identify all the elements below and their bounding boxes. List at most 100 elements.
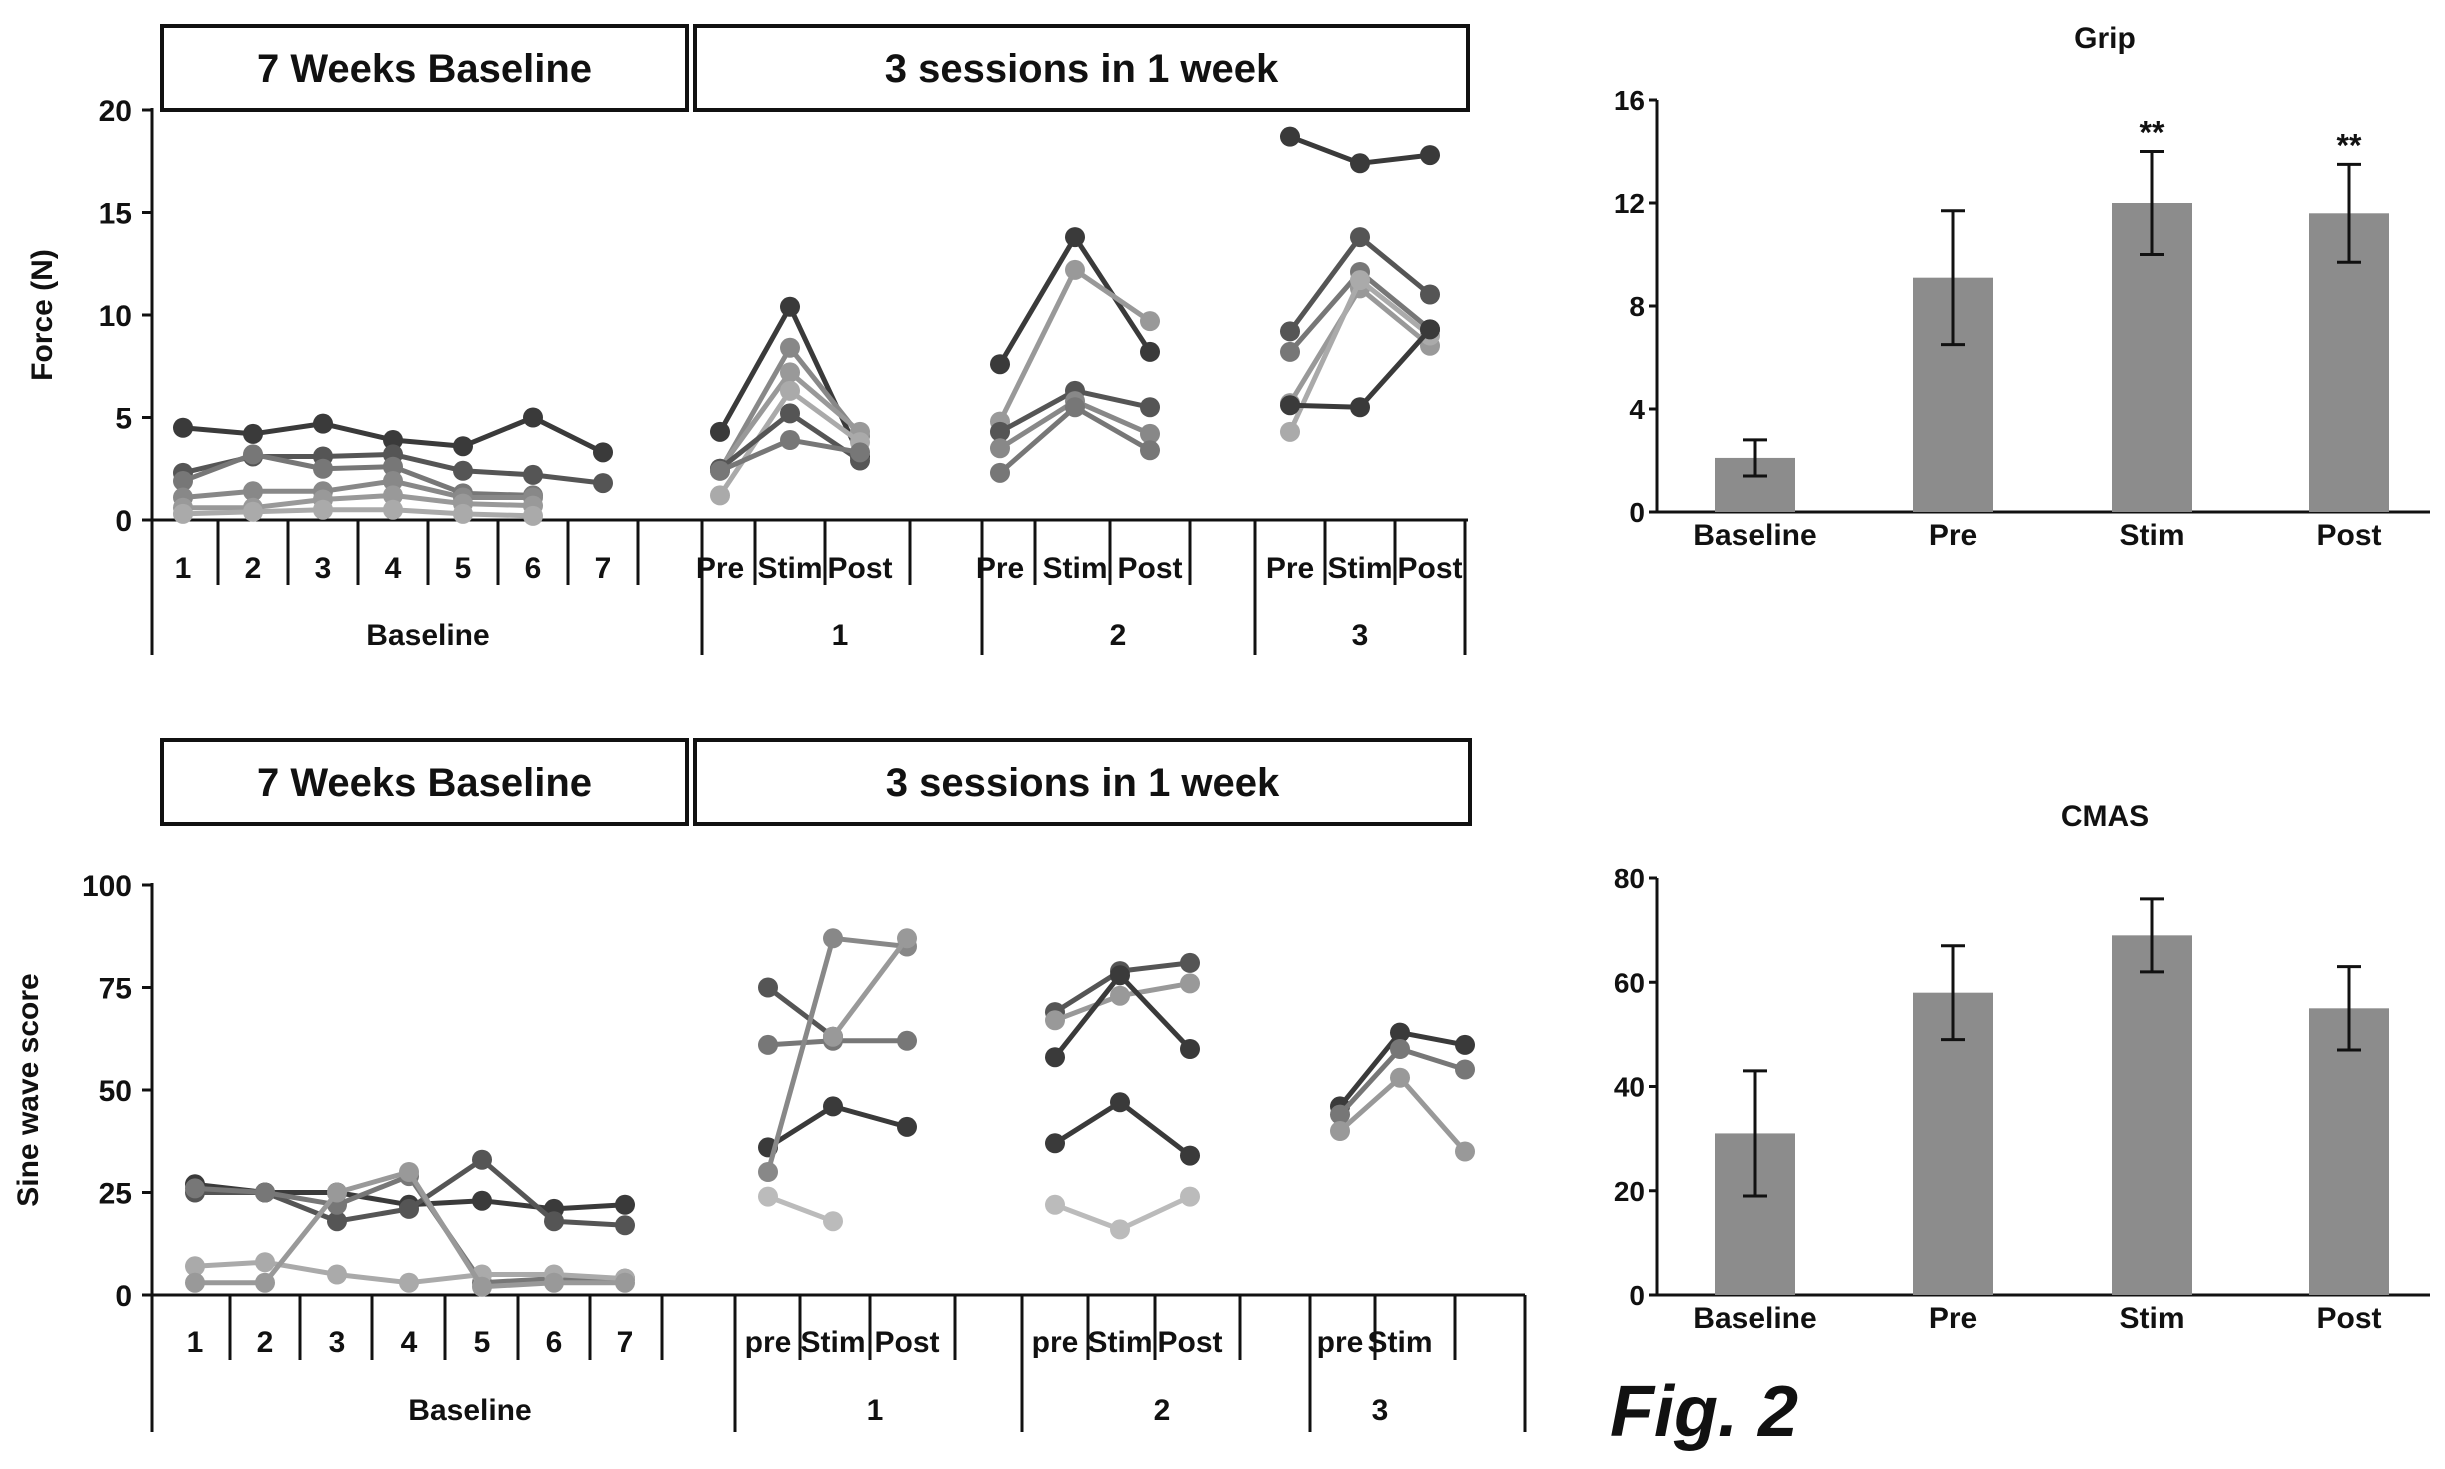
baseline-series-point (327, 1182, 347, 1203)
session-series-point (1455, 1034, 1475, 1055)
session-series-segment (718, 411, 792, 471)
y-axis-label: Force (N) (26, 249, 59, 381)
session-series-segment (1399, 1046, 1466, 1072)
session-series-point (758, 977, 778, 998)
session-series-segment (1119, 960, 1191, 974)
baseline-series-segment (182, 452, 254, 484)
session-series-segment (765, 937, 836, 1173)
session-series-segment (1338, 1047, 1402, 1117)
session-series-point (780, 403, 800, 424)
baseline-series-point (313, 458, 333, 479)
x-tick-label: Pre (976, 552, 1024, 585)
y-tick-label: 0 (1629, 497, 1645, 528)
baseline-series-segment (392, 451, 464, 474)
banner-baseline-box (160, 738, 689, 826)
baseline-series-segment (336, 1190, 410, 1208)
banner-sessions-text: 3 sessions in 1 week (886, 761, 1280, 805)
baseline-series-segment (392, 437, 464, 449)
baseline-series-point (472, 1276, 492, 1297)
baseline-series-segment (336, 1173, 410, 1208)
y-tick-label: 4 (1629, 394, 1645, 425)
baseline-series-point (472, 1149, 492, 1170)
session-series-segment (1054, 993, 1121, 1023)
y-tick-label: 80 (1614, 863, 1645, 894)
session-series-point (1350, 397, 1370, 418)
y-tick-label: 25 (99, 1178, 132, 1211)
x-tick-label: Stim (2119, 519, 2184, 552)
session-series-segment (717, 305, 793, 434)
session-series-point (990, 462, 1010, 483)
session-series-point (1420, 319, 1440, 340)
banner-sessions-box (693, 738, 1472, 826)
session-series-segment (1358, 270, 1432, 332)
chart-title: CMAS (2061, 800, 2149, 833)
session-series-point (780, 296, 800, 317)
baseline-series-segment (481, 1280, 555, 1290)
banner-baseline-text: 7 Weeks Baseline (257, 47, 592, 91)
session-series-segment (1287, 235, 1363, 333)
session-series-point (1180, 973, 1200, 994)
x-tick-label: 3 (329, 1326, 346, 1359)
session-series-point (1110, 1092, 1130, 1113)
session-series-point (897, 1030, 917, 1051)
baseline-series-point (383, 430, 403, 451)
session-series-point (897, 1116, 917, 1137)
baseline-series-segment (553, 1202, 626, 1212)
session-series-segment (766, 985, 835, 1039)
baseline-series-point (453, 460, 473, 481)
baseline-series-point (327, 1264, 347, 1285)
x-tick-label: Baseline (1693, 1302, 1816, 1335)
session-series-segment (1119, 980, 1191, 999)
baseline-series-segment (252, 497, 324, 511)
session-series-segment (1074, 388, 1151, 410)
baseline-series-point (255, 1182, 275, 1203)
y-tick-label: 20 (1614, 1176, 1645, 1207)
baseline-series-point (453, 503, 473, 524)
session-series-point (780, 430, 800, 451)
session-series-point (1110, 985, 1130, 1006)
y-tick-label: 75 (99, 973, 132, 1006)
baseline-series-segment (462, 415, 534, 449)
baseline-series-segment (407, 1157, 484, 1211)
cmas-bar-chart: CMAS 0 20 40 60 80 Baseline Pre Stim Post (1614, 800, 2430, 1335)
baseline-series-point (615, 1272, 635, 1293)
baseline-series-segment (252, 421, 324, 437)
baseline-series-point (243, 423, 263, 444)
session-series-point (1140, 311, 1160, 332)
baseline-series-point (185, 1256, 205, 1277)
y-axis-label: Sine wave score (12, 973, 45, 1206)
session-series-segment (1358, 327, 1432, 409)
baseline-series-point (313, 499, 333, 520)
session-series-segment (1053, 973, 1122, 1059)
session-series-segment (1289, 402, 1361, 410)
baseline-series-segment (392, 492, 464, 507)
session-series-segment (1073, 267, 1152, 324)
session-series-point (990, 438, 1010, 459)
session-series-segment (1358, 286, 1432, 348)
x-tick-label: 6 (525, 552, 542, 585)
y-tick-label: 100 (82, 870, 132, 903)
x-tick-label: 1 (175, 552, 192, 585)
session-series-segment (767, 1194, 834, 1224)
session-series-segment (1338, 1031, 1402, 1108)
x-tick-label: Pre (1266, 552, 1314, 585)
session-series-segment (1398, 1076, 1467, 1154)
banner-sessions-text: 3 sessions in 1 week (885, 47, 1279, 91)
baseline-series-point (173, 503, 193, 524)
baseline-series-segment (264, 1190, 338, 1208)
baseline-series-segment (322, 478, 394, 494)
x-tick-label: 6 (546, 1326, 563, 1359)
session-series-point (1180, 1039, 1200, 1059)
group-label-baseline: Baseline (366, 619, 489, 652)
baseline-series-segment (481, 1198, 555, 1212)
x-tick-label: pre (1317, 1326, 1364, 1359)
y-tick-label: 12 (1614, 188, 1645, 219)
session-series-segment (1118, 1100, 1192, 1158)
y-tick-label: 60 (1614, 967, 1645, 998)
x-tick-label: pre (745, 1326, 792, 1359)
session-series-segment (1118, 1194, 1192, 1232)
x-tick-label: Stim (1087, 1326, 1152, 1359)
baseline-series-point (615, 1194, 635, 1215)
session-series-point (758, 1162, 778, 1182)
session-series-point (1455, 1141, 1475, 1162)
